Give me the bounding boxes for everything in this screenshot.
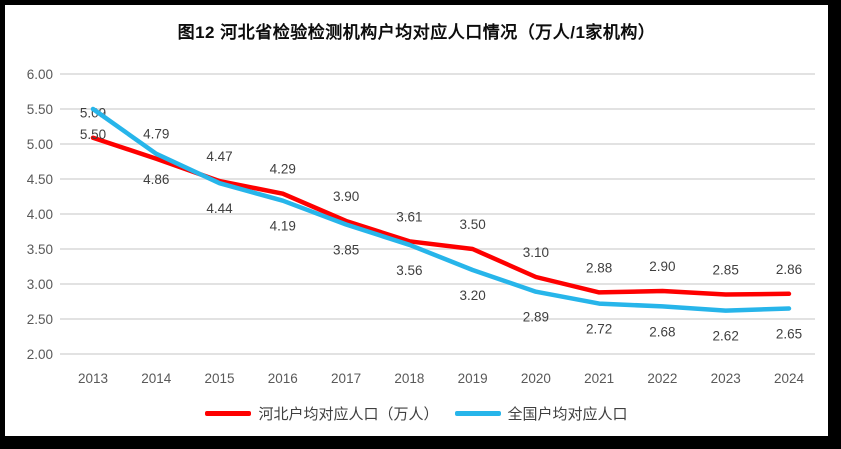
legend-item-national: 全国户均对应人口 (454, 403, 628, 424)
legend-swatch-hebei (205, 411, 252, 416)
y-tick-label: 5.50 (27, 102, 53, 117)
point-label-national: 3.20 (459, 288, 485, 303)
point-label-hebei: 4.79 (143, 127, 169, 142)
x-tick-label: 2016 (268, 371, 298, 386)
series-line-hebei (90, 135, 792, 297)
x-tick-label: 2021 (584, 371, 614, 386)
point-label-hebei: 5.09 (80, 106, 106, 121)
x-tick-label: 2023 (711, 371, 741, 386)
point-label-hebei: 2.90 (649, 259, 675, 274)
y-tick-label: 5.00 (27, 137, 53, 152)
y-tick-label: 4.50 (27, 172, 53, 187)
point-label-national: 3.56 (396, 263, 422, 278)
y-tick-label: 2.00 (27, 347, 53, 362)
chart-title: 图12 河北省检验检测机构户均对应人口情况（万人/1家机构） (177, 23, 656, 42)
y-tick-label: 6.00 (27, 67, 53, 82)
point-label-hebei: 2.86 (776, 262, 802, 277)
point-label-national: 2.72 (586, 322, 612, 337)
x-tick-label: 2017 (331, 371, 361, 386)
point-label-national: 5.50 (80, 127, 106, 142)
x-tick-label: 2014 (141, 371, 172, 386)
point-label-hebei: 3.90 (333, 189, 359, 204)
point-label-hebei: 4.47 (206, 149, 232, 164)
legend-label-national: 全国户均对应人口 (507, 406, 628, 423)
point-label-hebei: 2.85 (713, 263, 739, 278)
x-tick-label: 2013 (78, 371, 108, 386)
point-label-hebei: 4.29 (270, 162, 296, 177)
x-tick-label: 2019 (458, 371, 488, 386)
point-label-national: 2.68 (649, 324, 675, 339)
y-tick-label: 4.00 (27, 207, 53, 222)
point-label-national: 2.62 (713, 329, 739, 344)
point-label-national: 2.89 (523, 310, 549, 325)
point-label-national: 3.85 (333, 243, 359, 258)
point-label-hebei: 3.50 (459, 217, 485, 232)
point-label-hebei: 3.10 (523, 245, 549, 260)
legend-swatch-national (454, 411, 501, 416)
y-tick-label: 2.50 (27, 312, 53, 327)
point-label-national: 4.86 (143, 172, 169, 187)
legend-label-hebei: 河北户均对应人口（万人） (258, 406, 439, 423)
point-label-national: 4.19 (270, 219, 296, 234)
x-tick-label: 2020 (521, 371, 551, 386)
legend-item-hebei: 河北户均对应人口（万人） (205, 403, 439, 424)
x-tick-label: 2015 (205, 371, 235, 386)
series-line-national (90, 106, 792, 313)
x-tick-label: 2024 (774, 371, 805, 386)
point-label-hebei: 2.88 (586, 260, 612, 275)
chart-canvas: 6.00 5.50 5.00 4.50 4.00 3.50 3.00 2.50 2.00 2013… (27, 67, 815, 386)
x-tick-label: 2018 (394, 371, 424, 386)
y-tick-label: 3.50 (27, 242, 53, 257)
legend: 河北户均对应人口（万人） 全国户均对应人口 (5, 403, 828, 424)
point-label-national: 2.65 (776, 327, 802, 342)
point-label-hebei: 3.61 (396, 209, 422, 224)
y-tick-label: 3.00 (27, 277, 53, 292)
point-label-national: 4.44 (206, 201, 233, 216)
x-tick-label: 2022 (647, 371, 677, 386)
